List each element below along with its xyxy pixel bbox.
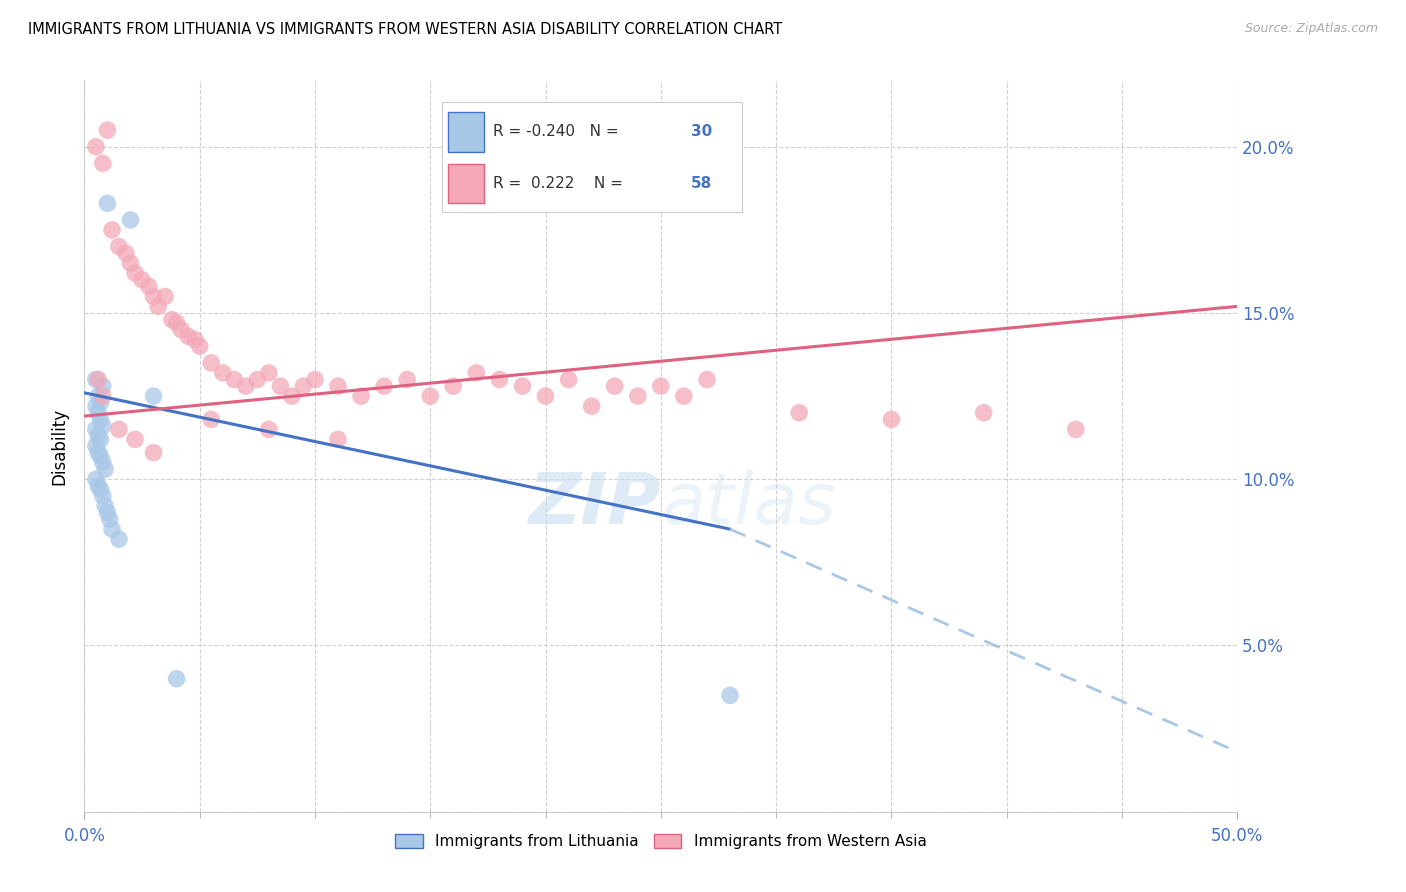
Point (166, 316, 188, 330)
Point (326, 433, 349, 447)
Point (89, 449, 111, 463)
Point (465, 366, 488, 380)
Point (146, 299, 169, 313)
Point (880, 412, 903, 426)
Y-axis label: Disability: Disability (51, 408, 69, 484)
Point (84, 399, 107, 413)
Point (84, 372, 107, 386)
Point (91, 456, 114, 470)
Point (512, 379, 534, 393)
Point (120, 213, 142, 227)
Point (211, 366, 233, 380)
Point (84, 439, 107, 453)
Point (124, 433, 146, 447)
Point (108, 239, 131, 253)
Point (131, 273, 153, 287)
Point (292, 379, 315, 393)
Point (153, 289, 176, 303)
Point (269, 379, 291, 393)
Point (650, 379, 672, 393)
Point (200, 356, 222, 370)
Point (603, 379, 626, 393)
Point (304, 372, 326, 386)
Point (188, 339, 211, 353)
Point (235, 379, 257, 393)
Point (246, 372, 269, 386)
Point (142, 289, 165, 303)
Point (257, 366, 280, 380)
Point (91, 379, 114, 393)
Point (96, 196, 118, 211)
Point (108, 532, 131, 546)
Point (200, 412, 222, 426)
Point (84, 140, 107, 154)
Point (87, 406, 110, 420)
Point (142, 445, 165, 459)
Point (101, 522, 124, 536)
Text: ZIP: ZIP (529, 470, 661, 539)
Text: atlas: atlas (661, 470, 835, 539)
Legend: Immigrants from Lithuania, Immigrants from Western Asia: Immigrants from Lithuania, Immigrants fr… (389, 828, 932, 855)
Point (184, 333, 207, 347)
Point (120, 256, 142, 270)
Point (1064, 422, 1087, 436)
Point (718, 689, 741, 703)
Point (627, 389, 650, 403)
Point (138, 279, 160, 293)
Point (787, 406, 810, 420)
Point (91, 419, 114, 434)
Point (115, 246, 138, 260)
Point (166, 672, 188, 686)
Point (84, 472, 107, 486)
Point (177, 329, 200, 343)
Point (96, 123, 118, 137)
Point (89, 396, 111, 410)
Point (672, 389, 695, 403)
Text: IMMIGRANTS FROM LITHUANIA VS IMMIGRANTS FROM WESTERN ASIA DISABILITY CORRELATION: IMMIGRANTS FROM LITHUANIA VS IMMIGRANTS … (28, 22, 782, 37)
Point (170, 323, 193, 337)
Point (91, 389, 114, 403)
Point (441, 379, 464, 393)
Point (224, 372, 246, 386)
Point (87, 389, 110, 403)
Point (973, 406, 995, 420)
Point (326, 379, 349, 393)
Point (91, 489, 114, 503)
Point (87, 429, 110, 443)
Point (696, 372, 718, 386)
Point (89, 482, 111, 496)
Point (94, 462, 117, 476)
Point (87, 479, 110, 493)
Point (91, 156, 114, 170)
Point (557, 372, 579, 386)
Point (281, 389, 304, 403)
Point (396, 372, 419, 386)
Point (581, 399, 603, 413)
Point (373, 379, 395, 393)
Point (87, 445, 110, 459)
Point (124, 266, 146, 280)
Point (96, 506, 118, 520)
Point (142, 389, 165, 403)
Point (350, 389, 373, 403)
Point (98, 512, 121, 526)
Text: Source: ZipAtlas.com: Source: ZipAtlas.com (1244, 22, 1378, 36)
Point (534, 389, 557, 403)
Point (94, 499, 117, 513)
Point (89, 433, 111, 447)
Point (89, 412, 111, 426)
Point (101, 223, 124, 237)
Point (84, 422, 107, 436)
Point (488, 372, 510, 386)
Point (257, 422, 280, 436)
Point (160, 312, 183, 326)
Point (87, 372, 110, 386)
Point (419, 389, 441, 403)
Point (108, 422, 131, 436)
